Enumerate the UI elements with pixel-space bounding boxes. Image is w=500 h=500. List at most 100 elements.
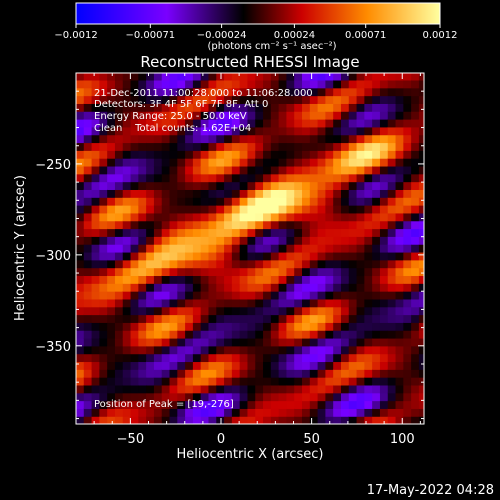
- heatmap-cell: [107, 165, 116, 175]
- heatmap-cell: [216, 212, 225, 222]
- heatmap-cell: [395, 259, 404, 269]
- heatmap-cell: [185, 79, 194, 89]
- heatmap-cell: [255, 158, 264, 167]
- heatmap-cell: [372, 298, 381, 308]
- heatmap-cell: [395, 79, 404, 89]
- heatmap-cell: [395, 205, 404, 214]
- heatmap-cell: [231, 291, 241, 300]
- heatmap-cell: [317, 73, 326, 81]
- heatmap-cell: [278, 79, 288, 89]
- heatmap-cell: [224, 384, 233, 394]
- heatmap-cell: [169, 392, 178, 402]
- heatmap-cell: [309, 111, 319, 120]
- heatmap-cell: [169, 212, 178, 222]
- heatmap-cell: [146, 158, 155, 167]
- heatmap-cell: [325, 165, 334, 175]
- heatmap-cell: [302, 384, 311, 394]
- heatmap-cell: [255, 298, 264, 308]
- heatmap-cell: [239, 369, 249, 378]
- heatmap-cell: [138, 111, 147, 120]
- heatmap-cell: [286, 259, 295, 269]
- heatmap-cell: [403, 369, 412, 378]
- heatmap-cell: [122, 275, 132, 284]
- heatmap-cell: [83, 377, 93, 386]
- heatmap-cell: [294, 119, 303, 128]
- heatmap-cell: [122, 322, 132, 331]
- heatmap-cell: [348, 197, 358, 206]
- heatmap-cell: [333, 236, 342, 245]
- heatmap-cell: [395, 244, 404, 253]
- heatmap-cell: [356, 205, 365, 214]
- heatmap-cell: [192, 236, 202, 245]
- heatmap-cell: [356, 353, 365, 363]
- heatmap-cell: [302, 361, 311, 370]
- heatmap-cell: [317, 150, 326, 159]
- heatmap-cell: [411, 119, 420, 128]
- heatmap-cell: [333, 408, 342, 417]
- heatmap-cell: [364, 87, 373, 97]
- heatmap-cell: [130, 189, 139, 198]
- heatmap-cell: [239, 330, 249, 339]
- heatmap-cell: [107, 298, 116, 308]
- heatmap-cell: [395, 306, 404, 316]
- heatmap-cell: [177, 103, 186, 112]
- heatmap-cell: [286, 416, 295, 424]
- heatmap-cell: [239, 345, 249, 355]
- heatmap-cell: [138, 298, 147, 308]
- heatmap-cell: [107, 345, 116, 355]
- heatmap-cell: [91, 73, 100, 81]
- heatmap-cell: [208, 165, 217, 175]
- heatmap-cell: [130, 275, 139, 284]
- heatmap-cell: [146, 236, 155, 245]
- heatmap-cell: [309, 189, 319, 198]
- heatmap-cell: [107, 158, 116, 167]
- heatmap-cell: [263, 298, 272, 308]
- heatmap-cell: [216, 197, 225, 206]
- heatmap-cell: [317, 330, 326, 339]
- heatmap-cell: [208, 212, 217, 222]
- heatmap-cell: [216, 189, 225, 198]
- heatmap-cell: [340, 220, 350, 230]
- heatmap-cell: [247, 111, 256, 120]
- y-axis-label: Heliocentric Y (arcsec): [13, 175, 28, 321]
- heatmap-cell: [309, 314, 319, 323]
- heatmap-cell: [403, 212, 412, 222]
- heatmap-cell: [153, 134, 163, 144]
- heatmap-cell: [348, 251, 358, 261]
- heatmap-cell: [286, 119, 295, 128]
- heatmap-cell: [411, 330, 420, 339]
- heatmap-cell: [76, 103, 85, 112]
- heatmap-cell: [247, 306, 256, 316]
- heatmap-cell: [395, 377, 404, 386]
- heatmap-cell: [177, 416, 186, 424]
- heatmap-cell: [83, 244, 93, 253]
- heatmap-cell: [231, 314, 241, 323]
- heatmap-cell: [76, 291, 85, 300]
- heatmap-cell: [403, 322, 412, 331]
- heatmap-cell: [239, 236, 249, 245]
- heatmap-cell: [309, 220, 319, 230]
- heatmap-cell: [208, 150, 217, 159]
- heatmap-cell: [418, 126, 424, 136]
- heatmap-cell: [309, 298, 319, 308]
- heatmap-cell: [185, 150, 194, 159]
- heatmap-cell: [255, 111, 264, 120]
- heatmap-cell: [348, 306, 358, 316]
- heatmap-cell: [403, 291, 412, 300]
- heatmap-cell: [83, 306, 93, 316]
- heatmap-cell: [91, 236, 100, 245]
- heatmap-cell: [146, 212, 155, 222]
- heatmap-cell: [247, 291, 256, 300]
- heatmap-cell: [231, 275, 241, 284]
- heatmap-cell: [138, 259, 147, 269]
- heatmap-cell: [270, 416, 280, 424]
- heatmap-cell: [348, 353, 358, 363]
- heatmap-cell: [247, 228, 256, 237]
- heatmap-cell: [231, 134, 241, 144]
- heatmap-cell: [317, 345, 326, 355]
- heatmap-cell: [122, 361, 132, 370]
- heatmap-cell: [247, 126, 256, 136]
- heatmap-cell: [231, 119, 241, 128]
- heatmap-cell: [83, 126, 93, 136]
- heatmap-cell: [325, 119, 334, 128]
